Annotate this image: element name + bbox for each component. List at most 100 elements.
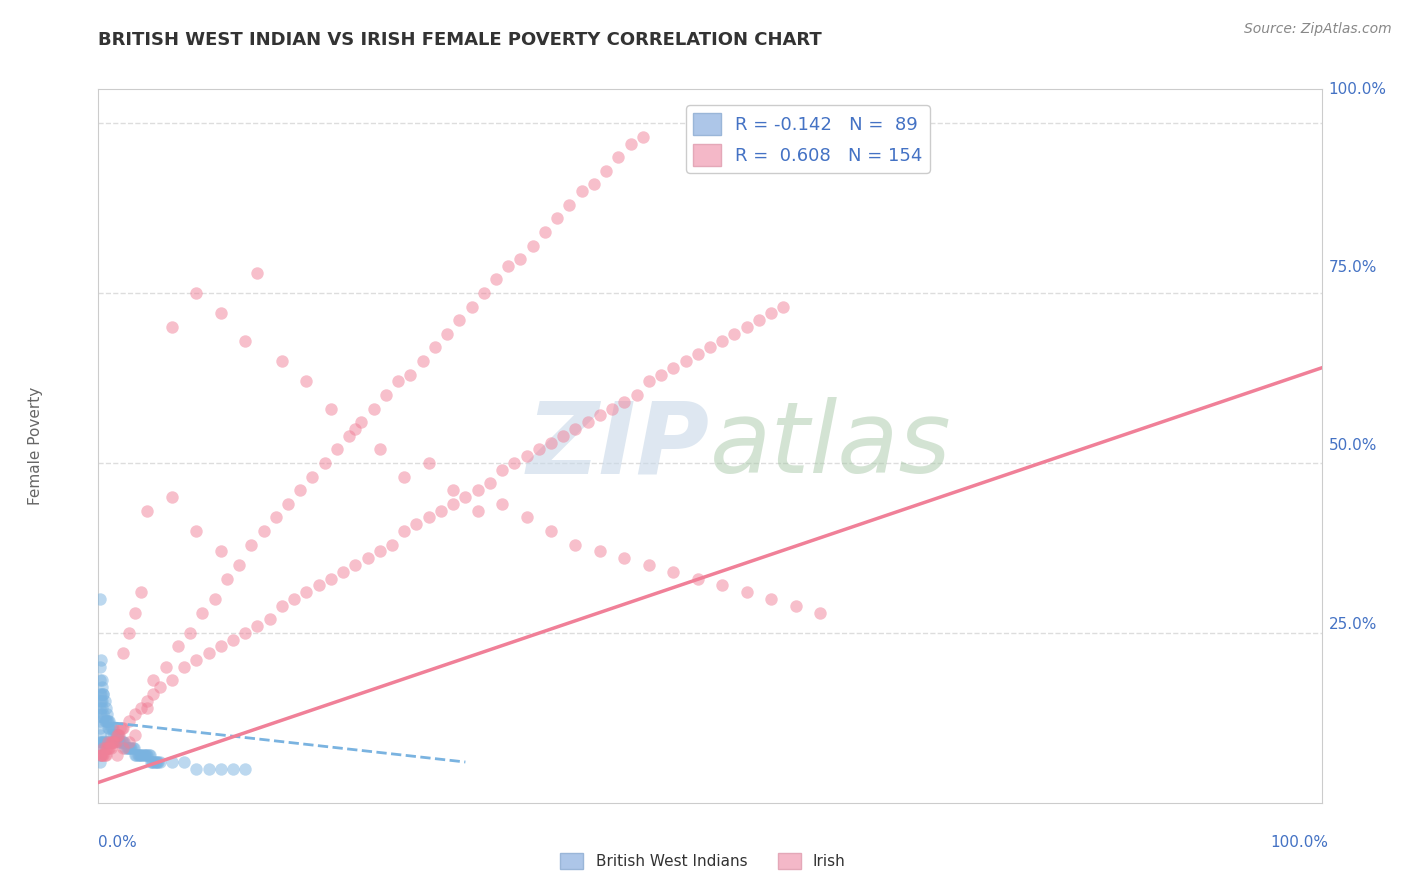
Point: [436, 326, 458, 341]
Point: [122, 741, 145, 756]
Text: atlas: atlas: [710, 398, 952, 494]
Point: [215, 572, 238, 586]
Point: [105, 748, 128, 763]
Point: [290, 483, 312, 498]
Point: [128, 748, 150, 763]
Point: [387, 375, 409, 389]
Point: [148, 755, 170, 769]
Point: [337, 429, 360, 443]
Point: [97, 741, 120, 756]
Point: [186, 653, 208, 667]
Point: [197, 762, 219, 776]
Point: [136, 748, 159, 763]
Point: [89, 714, 111, 729]
Point: [112, 734, 135, 748]
Point: [111, 741, 134, 756]
Point: [98, 714, 121, 729]
Point: [142, 673, 165, 688]
Point: [735, 585, 758, 599]
Point: [124, 728, 146, 742]
Point: [90, 734, 112, 748]
Point: [222, 632, 245, 647]
Text: 0.0%: 0.0%: [98, 836, 138, 850]
Point: [761, 591, 783, 606]
Point: [132, 748, 155, 763]
Point: [626, 388, 648, 402]
Point: [100, 734, 122, 748]
Point: [129, 748, 152, 763]
Point: [197, 646, 219, 660]
Point: [115, 741, 138, 756]
Point: [91, 700, 114, 714]
Point: [246, 619, 269, 633]
Point: [90, 748, 112, 763]
Point: [259, 612, 281, 626]
Point: [118, 714, 141, 729]
Point: [125, 748, 148, 763]
Point: [264, 510, 287, 524]
Point: [637, 375, 661, 389]
Point: [522, 238, 544, 252]
Point: [295, 585, 318, 599]
Point: [94, 714, 117, 729]
Point: [89, 687, 111, 701]
Point: [120, 741, 142, 756]
Point: [91, 687, 114, 701]
Point: [392, 524, 416, 538]
Point: [821, 129, 844, 144]
Point: [149, 680, 172, 694]
Point: [93, 748, 115, 763]
Point: [91, 748, 114, 763]
Point: [111, 646, 134, 660]
Point: [101, 721, 124, 735]
Point: [97, 721, 120, 735]
Point: [209, 306, 232, 320]
Point: [283, 591, 305, 606]
Point: [252, 524, 274, 538]
Point: [91, 707, 114, 722]
Point: [711, 578, 734, 592]
Point: [98, 721, 121, 735]
Point: [808, 606, 831, 620]
Point: [412, 354, 434, 368]
Text: ZIP: ZIP: [527, 398, 710, 494]
Point: [637, 558, 661, 572]
Point: [467, 503, 489, 517]
Point: [314, 456, 336, 470]
Point: [748, 313, 770, 327]
Point: [503, 456, 526, 470]
Point: [138, 748, 160, 763]
Point: [89, 591, 111, 606]
Point: [100, 741, 122, 756]
Point: [491, 463, 513, 477]
Point: [89, 660, 111, 674]
Point: [105, 728, 128, 742]
Point: [441, 497, 464, 511]
Point: [142, 755, 165, 769]
Point: [89, 734, 111, 748]
Point: [94, 734, 117, 748]
Point: [98, 741, 121, 756]
Point: [93, 734, 115, 748]
Point: [546, 211, 568, 226]
Point: [167, 640, 190, 654]
Text: 25.0%: 25.0%: [1329, 617, 1376, 632]
Point: [97, 714, 120, 729]
Point: [582, 178, 605, 192]
Text: Female Poverty: Female Poverty: [28, 387, 42, 505]
Point: [631, 129, 654, 144]
Point: [344, 422, 367, 436]
Point: [114, 741, 136, 756]
Point: [160, 490, 183, 504]
Point: [160, 673, 183, 688]
Point: [515, 510, 537, 524]
Point: [589, 409, 612, 423]
Point: [576, 415, 599, 429]
Point: [423, 341, 446, 355]
Point: [485, 272, 508, 286]
Point: [90, 653, 112, 667]
Point: [350, 415, 373, 429]
Point: [686, 347, 709, 361]
Point: [155, 660, 177, 674]
Point: [418, 510, 440, 524]
